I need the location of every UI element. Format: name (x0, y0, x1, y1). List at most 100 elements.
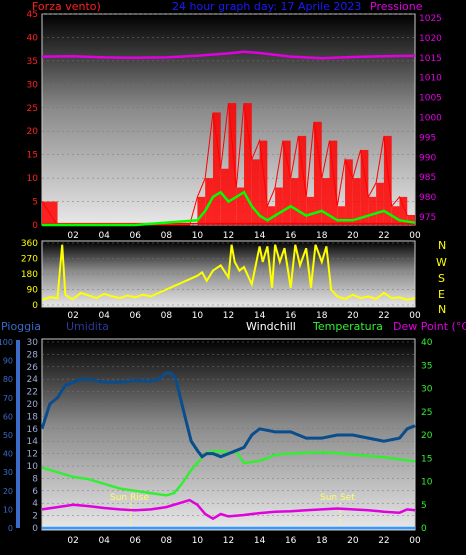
umidita-y-tick-label: 2 (32, 512, 38, 522)
wind-x-tick-label: 22 (378, 231, 389, 241)
wind-speed-bar (407, 215, 415, 225)
pressure-y-tick-label: 1000 (419, 114, 442, 124)
wind-speed-bar (391, 206, 400, 225)
pioggia-y-tick-label: 60 (3, 412, 13, 421)
pressure-y-tick-label: 1025 (419, 14, 442, 24)
sunset-label: Sun Set (320, 493, 355, 503)
wind-y-tick-label: 5 (32, 198, 38, 208)
legend-umidita: Umidita (66, 320, 109, 333)
legend-dewpoint: Dew Point (°C) (393, 320, 466, 333)
direction-x-tick-label: 06 (130, 311, 142, 321)
wind-x-tick-label: 08 (161, 231, 173, 241)
wind-x-tick-label: 02 (67, 231, 78, 241)
wind-x-tick-label: 04 (98, 231, 110, 241)
direction-x-tick-label: 08 (161, 311, 173, 321)
compass-n-top: N (438, 239, 446, 252)
direction-x-tick-label: 02 (67, 311, 78, 321)
legend-temperatura: Temperatura (312, 320, 383, 333)
temp-x-tick-label: 02 (67, 536, 78, 546)
temp-x-tick-label: 18 (316, 536, 328, 546)
wind-x-tick-label: 14 (254, 231, 266, 241)
temperature-panel (41, 338, 416, 531)
temp-y-tick-label: 40 (421, 338, 433, 348)
pressure-line (41, 50, 416, 60)
wind-speed-bar (329, 140, 338, 225)
wind-y-tick-label: 10 (27, 174, 39, 184)
wind-x-tick-label: 12 (223, 231, 234, 241)
direction-x-tick-label: 18 (316, 311, 328, 321)
wind-speed-bar (259, 140, 268, 225)
direction-y-tick-label: 90 (27, 286, 39, 296)
wind-speed-bar (251, 159, 260, 225)
pressure-y-tick-label: 1005 (419, 94, 442, 104)
wind-x-tick-label: 06 (130, 231, 142, 241)
umidita-y-tick-label: 0 (32, 524, 38, 534)
temp-x-tick-label: 04 (98, 536, 110, 546)
pioggia-y-tick-label: 100 (0, 338, 13, 347)
dewpoint-line (41, 498, 416, 521)
temp-x-tick-label: 20 (347, 536, 359, 546)
wind-y-tick-label: 30 (27, 80, 39, 90)
wind-speed-bar (244, 103, 252, 225)
wind-y-tick-label: 25 (27, 104, 38, 114)
pioggia-y-tick-label: 0 (8, 524, 13, 533)
wind-speed-bar (236, 187, 245, 225)
temperature-line (41, 450, 416, 497)
direction-y-tick-label: 0 (32, 301, 38, 311)
wind-speed-bar (275, 187, 283, 225)
wind-speed-bar (352, 178, 361, 225)
umidita-y-tick-label: 8 (32, 474, 38, 484)
wind-speed-bar (345, 159, 353, 225)
temp-x-tick-label: 08 (161, 536, 173, 546)
direction-x-tick-label: 04 (98, 311, 110, 321)
umidita-y-tick-label: 6 (32, 487, 38, 497)
compass-e: E (438, 288, 445, 301)
wind-speed-bar (228, 103, 237, 225)
wind-gust-line (42, 190, 416, 227)
wind-x-tick-label: 00 (409, 231, 421, 241)
pressure-y-tick-label: 1010 (419, 74, 442, 84)
temp-x-tick-label: 10 (192, 536, 204, 546)
pressure-axis-title: Pressione (370, 0, 423, 13)
wind-y-tick-label: 40 (27, 33, 39, 43)
compass-w: W (436, 256, 447, 269)
umidita-y-tick-label: 22 (27, 388, 38, 398)
umidita-y-tick-label: 12 (27, 450, 38, 460)
wind-speed-bar (337, 206, 346, 225)
temp-y-tick-label: 15 (421, 454, 432, 464)
pressure-y-tick-label: 990 (419, 153, 436, 163)
pressure-y-tick-label: 1020 (419, 34, 442, 44)
legend-windchill: Windchill (246, 320, 296, 333)
umidita-y-tick-label: 16 (27, 425, 39, 435)
pressure-y-tick-label: 1015 (419, 54, 442, 64)
wind-speed-bar (298, 135, 307, 225)
temp-x-tick-label: 14 (254, 536, 266, 546)
pioggia-y-tick-label: 50 (3, 431, 13, 440)
direction-y-tick-label: 270 (21, 255, 38, 265)
pioggia-y-tick-label: 90 (3, 357, 13, 366)
wind-speed-bar (267, 206, 276, 225)
pioggia-y-tick-label: 40 (3, 450, 13, 459)
wind-speed-bar (368, 196, 377, 225)
wind-y-tick-label: 35 (27, 57, 38, 67)
wind-x-tick-label: 18 (316, 231, 328, 241)
temp-y-tick-label: 5 (421, 501, 427, 511)
wind-y-tick-label: 45 (27, 10, 38, 20)
umidita-y-tick-label: 4 (32, 499, 38, 509)
temp-y-tick-label: 25 (421, 408, 432, 418)
wind-speed-bar (321, 178, 330, 225)
wind-speed-line (41, 103, 415, 226)
wind-speed-bar (360, 149, 369, 225)
wind-axis-title: Forza vento) (32, 0, 101, 13)
direction-x-tick-label: 16 (285, 311, 297, 321)
direction-x-tick-label: 14 (254, 311, 266, 321)
umidita-y-tick-label: 30 (27, 338, 39, 348)
pioggia-y-tick-label: 20 (3, 487, 13, 496)
wind-x-tick-label: 20 (347, 231, 359, 241)
direction-x-tick-label: 20 (347, 311, 359, 321)
umidita-y-tick-label: 28 (27, 350, 39, 360)
umidita-y-tick-label: 18 (27, 412, 39, 422)
umidita-y-tick-label: 24 (27, 375, 39, 385)
